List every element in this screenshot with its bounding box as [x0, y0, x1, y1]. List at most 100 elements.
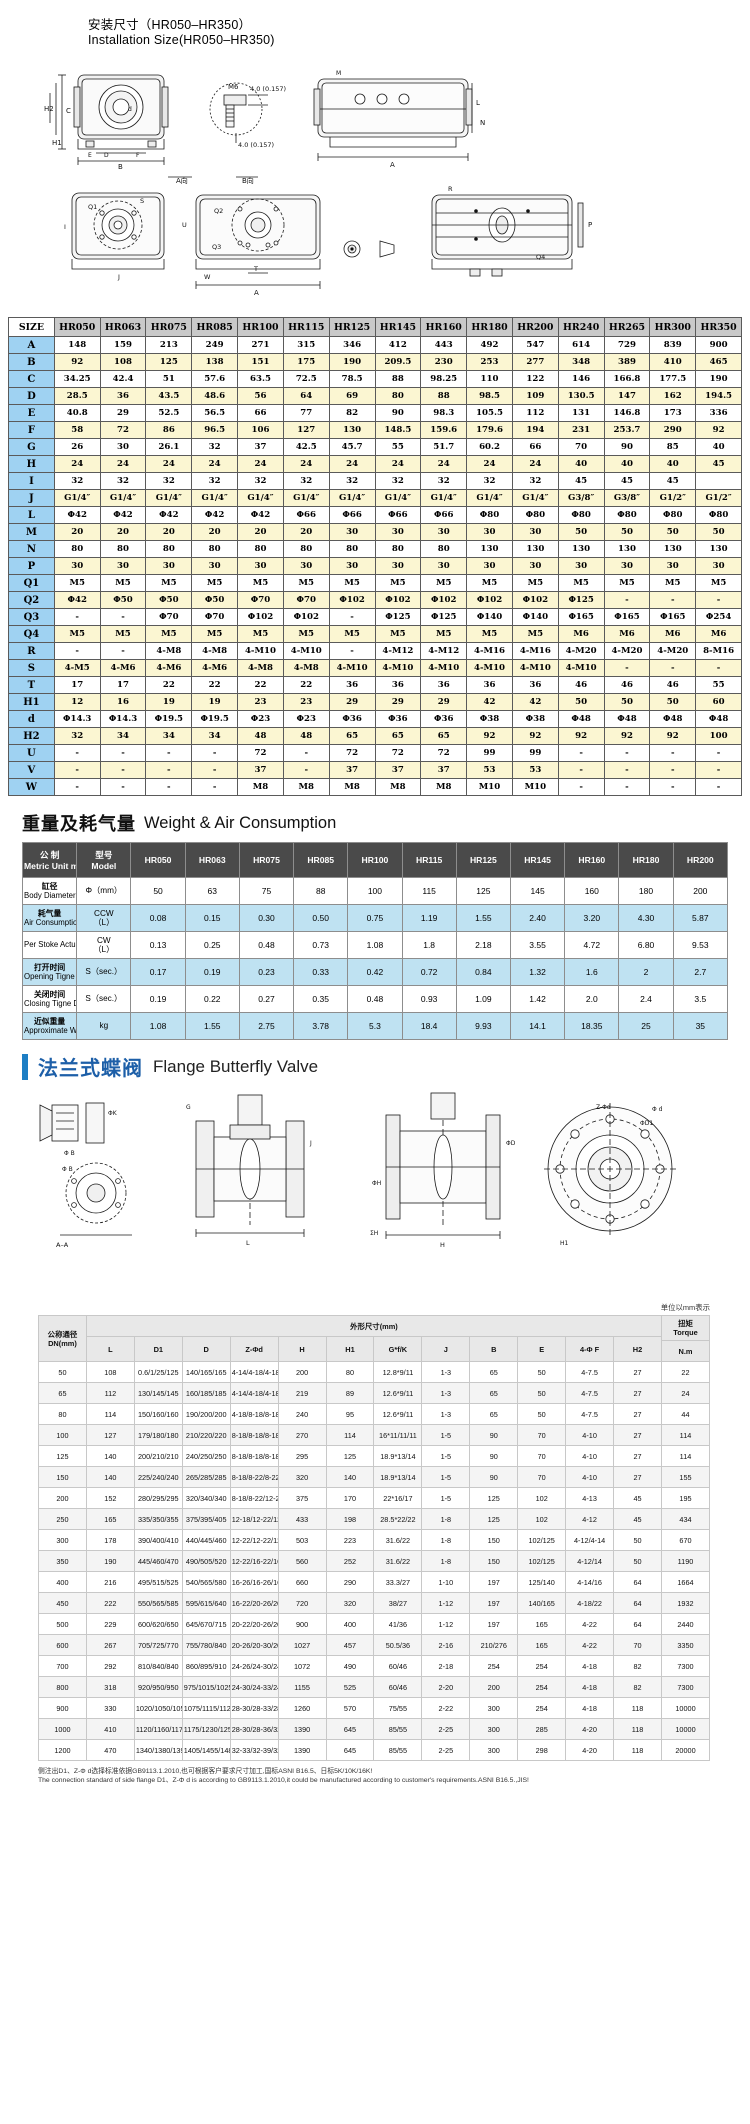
flange-cell: 27: [613, 1361, 662, 1383]
flange-cell: 300: [469, 1697, 519, 1719]
weight-cell: 0.19: [184, 958, 240, 986]
flange-cell: 198: [325, 1508, 375, 1530]
flange-cell: 45: [613, 1487, 662, 1509]
dim-cell: 69: [328, 387, 376, 405]
flange-cell: 118: [613, 1739, 662, 1761]
weight-cell: 0.25: [184, 931, 240, 959]
table-row: 65 112 130/145/145 160/185/185 4-14/4-18/4-1…: [38, 1382, 711, 1404]
dim-cell: 50: [649, 523, 697, 541]
flange-cell: 400: [325, 1613, 375, 1635]
dim-cell: Φ50: [191, 591, 239, 609]
dim-cell: 32: [191, 438, 239, 456]
dim-cell: 4-M16: [511, 642, 559, 660]
flange-cell: 210/276: [469, 1634, 519, 1656]
flange-col-header: Z-Φd: [229, 1336, 279, 1362]
flange-cell: 12-18/12-22/12-26: [229, 1508, 279, 1530]
table-row: E 40.8 29 52.5 56.5 66 77 82 90 98.3 105.5 112 131 14…: [8, 404, 742, 422]
dim-cell: 130: [649, 540, 697, 558]
dim-cell: 56: [237, 387, 284, 405]
svg-text:B向: B向: [242, 176, 254, 185]
weight-row-label: Per Stoke Actual Volume–Litre: [21, 931, 78, 959]
dim-cell: M5: [511, 625, 559, 643]
weight-cell: 0.72: [401, 958, 457, 986]
flange-cell: 150/160/160: [133, 1403, 183, 1425]
dim-cell: 130: [466, 540, 513, 558]
weight-cell: 0.50: [293, 904, 349, 932]
flange-cell: 118: [613, 1697, 662, 1719]
flange-cell: 755/780/840: [181, 1634, 231, 1656]
dim-cell: 32: [53, 727, 101, 745]
weight-air-table: 公 制 Metric Unit mm 型号 Model HR050HR063HR…: [21, 842, 729, 1040]
dim-cell: 80: [191, 540, 239, 558]
dim-cell: M5: [191, 625, 239, 643]
dim-cell: 80: [145, 540, 193, 558]
flange-drawing-svg: ΦK Φ B A–A Φ B: [39, 1092, 676, 1249]
dim-cell: 177.5: [649, 370, 697, 388]
flange-cell: 433: [277, 1508, 327, 1530]
view-plan-right: P Q4 R: [431, 185, 592, 277]
flange-cell: 254: [469, 1655, 519, 1677]
weight-col-header-hr145: HR145: [509, 842, 566, 878]
flange-cell: 12.8*9/11: [373, 1361, 423, 1383]
dim-cell: -: [191, 778, 239, 796]
table-row: Per Stoke Actual Volume–LitreCW（L）0.130.…: [21, 931, 729, 959]
flange-table-body: 50 108 0.6/1/25/125 140/165/165 4-14/4-18/4-…: [38, 1361, 711, 1761]
dim-cell: M5: [557, 574, 605, 592]
flange-cell: 1-10: [421, 1571, 471, 1593]
dim-cell: 64: [282, 387, 330, 405]
dim-cell: 72: [420, 744, 468, 762]
dim-cell: 34: [99, 727, 147, 745]
dim-cell: 336: [695, 404, 742, 422]
dim-cell: 30: [99, 438, 147, 456]
flange-cell: 1260: [277, 1697, 327, 1719]
flange-cell: 165: [517, 1613, 567, 1635]
dim-cell: 900: [695, 336, 742, 354]
flange-cell: 900: [38, 1697, 87, 1719]
dim-row-label: Q4: [8, 625, 55, 643]
dim-cell: Φ19.5: [145, 710, 193, 728]
dim-cell: 30: [511, 557, 559, 575]
dim-cell: 130.5: [557, 387, 605, 405]
dim-cell: 4-M8: [191, 642, 239, 660]
svg-text:B: B: [118, 163, 123, 171]
dim-cell: 37: [374, 761, 422, 779]
weight-cell: 4.72: [564, 931, 620, 959]
flange-cell: 440/445/460: [181, 1529, 231, 1551]
dim-cell: 315: [282, 336, 330, 354]
svg-text:I: I: [64, 223, 66, 231]
dim-cell: 26: [53, 438, 101, 456]
weight-cell: 0.13: [130, 931, 186, 959]
dim-cell: -: [649, 591, 697, 609]
table-row: I 32 32 32 32 32 32 32 32 32 32 32 45 45 45: [8, 472, 742, 490]
dim-cell: Φ165: [603, 608, 651, 626]
flange-cell: 1405/1455/1485: [181, 1739, 231, 1761]
weight-cell: 2.7: [672, 958, 729, 986]
flange-col-header: 4-Φ F: [565, 1336, 615, 1362]
weight-cell: 0.84: [455, 958, 511, 986]
dim-col-header-hr240: HR240: [557, 317, 605, 337]
weight-cell: 3.5: [672, 985, 729, 1013]
flange-cell: 700: [38, 1655, 87, 1677]
dim-cell: M5: [511, 574, 559, 592]
dim-cell: Φ165: [557, 608, 605, 626]
dim-cell: 30: [603, 557, 651, 575]
flange-title-en: Flange Butterfly Valve: [153, 1056, 319, 1076]
dim-row-label: T: [8, 676, 55, 694]
flange-cell: 1932: [660, 1592, 711, 1614]
table-row: N 80 80 80 80 80 80 80 80 80 130 130 130 130 130 130: [8, 540, 742, 558]
table-row: B 92 108 125 138 151 175 190 209.5 230 253 277 348 38…: [8, 353, 742, 371]
flange-cell: 82: [613, 1655, 662, 1677]
flange-cell: 12.6*9/11: [373, 1382, 423, 1404]
dim-cell: M5: [145, 625, 193, 643]
svg-text:R: R: [448, 185, 453, 193]
flange-cell: 152: [85, 1487, 135, 1509]
dim-cell: 4-M8: [282, 659, 330, 677]
flange-cell: 7300: [660, 1655, 711, 1677]
flange-cell: 20-22/20-26/20-33: [229, 1613, 279, 1635]
dim-cell: 146.8: [603, 404, 651, 422]
flange-cell: 85/55: [373, 1739, 423, 1761]
dim-row-label: P: [8, 557, 55, 575]
dim-cell: 78.5: [328, 370, 376, 388]
dim-cell: 146: [557, 370, 605, 388]
dim-cell: 32: [145, 472, 193, 490]
